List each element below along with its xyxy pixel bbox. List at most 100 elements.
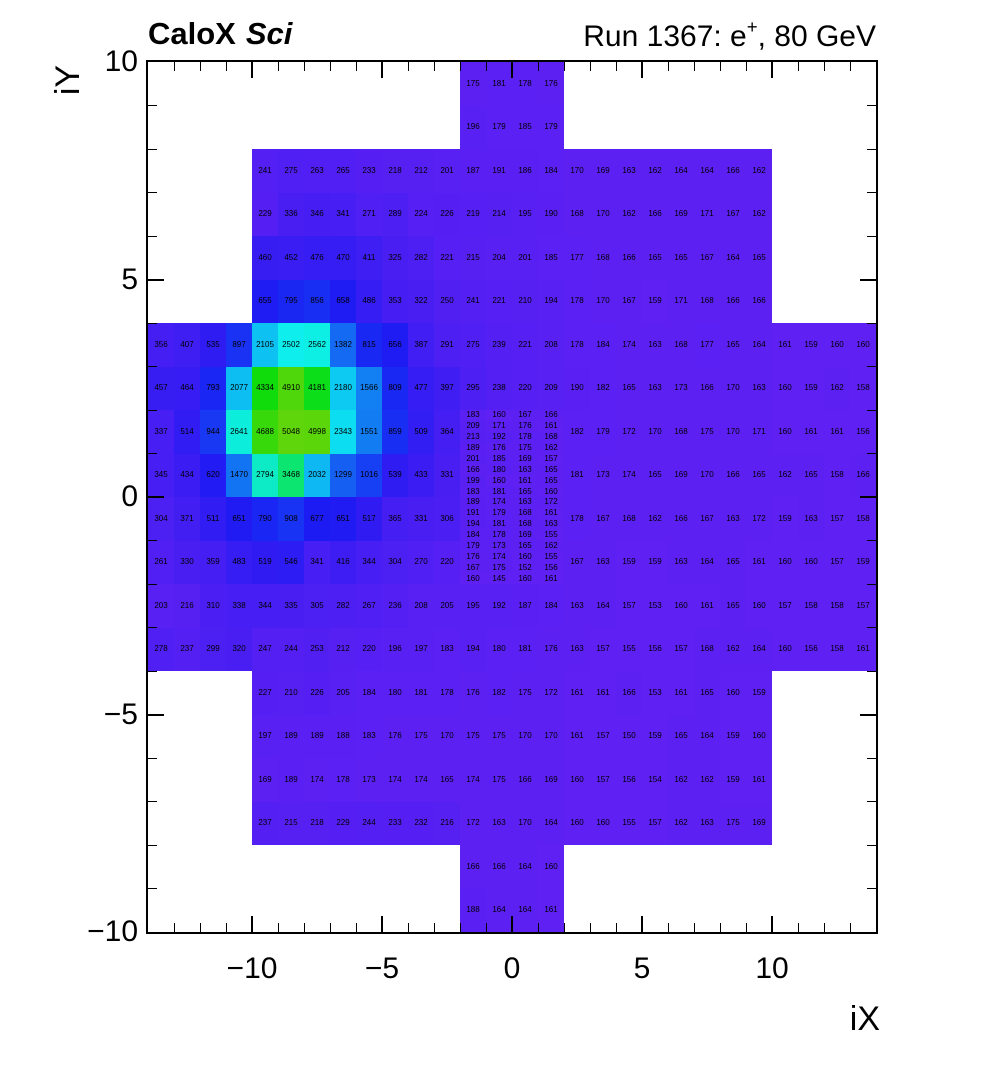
axis-tick [355, 923, 357, 932]
axis-tick [485, 62, 487, 71]
heatmap-cell: 224 [408, 192, 434, 236]
heatmap-cell: 477 [408, 366, 434, 410]
axis-tick [867, 540, 876, 541]
heatmap-cell: 160 [824, 323, 850, 367]
heatmap-cell: 160 [772, 366, 798, 410]
heatmap-cell: 304 [148, 497, 174, 541]
heatmap-cell: 226 [304, 671, 330, 715]
heatmap-cell: 167 [694, 497, 720, 541]
axis-tick [148, 888, 157, 889]
heatmap-cell: 226 [434, 192, 460, 236]
heatmap-cell: 159 [746, 671, 772, 715]
heatmap-cell: 335 [278, 584, 304, 628]
heatmap-cell: 4334 [252, 366, 278, 410]
heatmap-cell: 233 [356, 149, 382, 193]
heatmap-fine-cell: 183 [460, 486, 486, 497]
heatmap-cell: 2641 [226, 410, 252, 454]
heatmap-cell: 655 [252, 279, 278, 323]
heatmap-cell: 265 [330, 149, 356, 193]
heatmap-cell: 345 [148, 453, 174, 497]
heatmap-cell: 171 [668, 279, 694, 323]
heatmap-cell: 212 [330, 627, 356, 671]
heatmap-cell: 174 [304, 758, 330, 802]
axis-tick [433, 923, 435, 932]
heatmap-cell: 214 [486, 192, 512, 236]
axis-tick [381, 62, 383, 78]
axis-tick [867, 453, 876, 454]
heatmap-cell: 163 [616, 149, 642, 193]
x-tick-label: 5 [633, 952, 651, 985]
axis-tick [148, 409, 157, 411]
heatmap-fine-cell: 180 [486, 464, 512, 476]
heatmap-cell: 175 [694, 410, 720, 454]
axis-tick [719, 62, 721, 71]
heatmap-cell: 165 [720, 584, 746, 628]
heatmap-cell: 160 [772, 627, 798, 671]
heatmap-cell: 167 [564, 540, 590, 584]
heatmap-cell: 261 [148, 540, 174, 584]
heatmap-cell: 2180 [330, 366, 356, 410]
heatmap-cell: 167 [616, 279, 642, 323]
heatmap-cell: 291 [434, 323, 460, 367]
heatmap-cell: 1382 [330, 323, 356, 367]
heatmap-cell: 325 [382, 236, 408, 280]
x-tick-label: 10 [755, 952, 789, 985]
heatmap-cell: 169 [590, 149, 616, 193]
axis-tick [867, 670, 876, 672]
axis-tick [148, 496, 164, 498]
heatmap-cell: 517 [356, 497, 382, 541]
heatmap-cell: 166 [512, 758, 538, 802]
axis-tick [225, 923, 227, 932]
heatmap-cell: 181 [512, 627, 538, 671]
heatmap-cell: 155 [616, 627, 642, 671]
heatmap-fine-cell: 173 [486, 540, 512, 552]
heatmap-fine-cell: 160 [538, 486, 564, 497]
heatmap-cell: 172 [460, 801, 486, 845]
axis-tick [485, 923, 487, 932]
heatmap-cell: 189 [304, 714, 330, 758]
axis-tick [867, 322, 876, 324]
heatmap-cell: 322 [408, 279, 434, 323]
heatmap-fine-cell: 160 [512, 573, 538, 584]
heatmap-cell: 190 [538, 192, 564, 236]
heatmap-cell: 464 [174, 366, 200, 410]
heatmap-cell: 164 [746, 323, 772, 367]
heatmap-cell: 304 [382, 540, 408, 584]
heatmap-fine-cell: 160 [512, 551, 538, 563]
heatmap-cell: 166 [746, 279, 772, 323]
heatmap-cell: 2032 [304, 453, 330, 497]
heatmap-cell: 305 [304, 584, 330, 628]
heatmap-cell: 220 [512, 366, 538, 410]
heatmap-cell: 164 [668, 149, 694, 193]
heatmap-fine-cell: 176 [512, 420, 538, 432]
heatmap-cell: 210 [278, 671, 304, 715]
heatmap-cell: 170 [720, 410, 746, 454]
axis-tick [667, 62, 669, 71]
axis-tick [407, 923, 409, 932]
axis-tick [641, 916, 643, 932]
heatmap-cell: 161 [694, 584, 720, 628]
heatmap-cell: 208 [408, 584, 434, 628]
heatmap-cell: 163 [720, 497, 746, 541]
axis-tick [303, 62, 305, 71]
axis-tick [563, 923, 565, 932]
heatmap-cell: 157 [590, 627, 616, 671]
axis-tick [867, 148, 876, 150]
heatmap-cell: 163 [590, 540, 616, 584]
axis-tick [173, 923, 175, 932]
heatmap-cell: 158 [824, 584, 850, 628]
heatmap-cell: 509 [408, 410, 434, 454]
heatmap-cell: 331 [434, 453, 460, 497]
heatmap-cell: 310 [200, 584, 226, 628]
heatmap-cell: 289 [382, 192, 408, 236]
axis-tick [537, 62, 539, 71]
heatmap-cell: 519 [252, 540, 278, 584]
heatmap-cell: 167 [694, 236, 720, 280]
heatmap-cell: 241 [460, 279, 486, 323]
heatmap-fine-cell: 165 [538, 475, 564, 487]
heatmap-cell: 180 [486, 627, 512, 671]
heatmap-cell: 181 [486, 62, 512, 106]
heatmap-cell: 192 [486, 584, 512, 628]
heatmap-cell: 171 [694, 192, 720, 236]
axis-tick [277, 62, 279, 71]
